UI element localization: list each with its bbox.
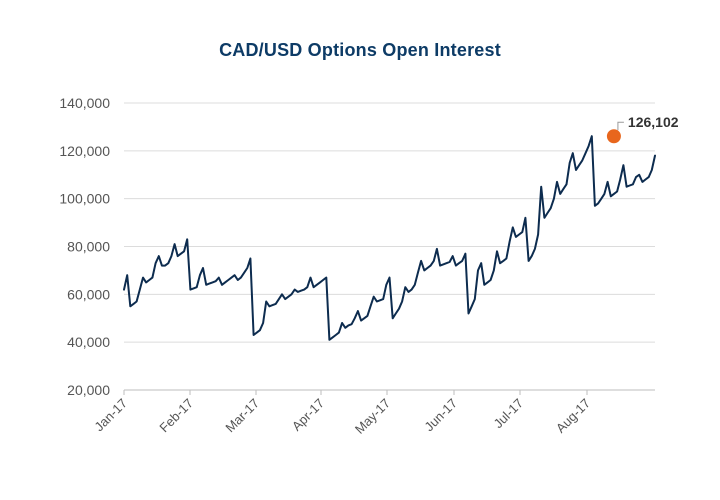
x-tick-label: Aug-17 [553,396,593,436]
y-tick-label: 100,000 [59,191,110,207]
series-line-open-interest [123,135,656,341]
y-tick-label: 60,000 [67,286,110,302]
x-tick-label: Jul-17 [490,396,526,432]
y-tick-label: 20,000 [67,382,110,398]
peak-marker [606,129,621,144]
series-layer [123,135,656,341]
y-tick-label: 80,000 [67,239,110,255]
y-tick-label: 140,000 [59,95,110,111]
x-tick-label: Feb-17 [156,396,196,436]
y-tick-label: 40,000 [67,334,110,350]
y-tick-label: 120,000 [59,143,110,159]
chart-title: CAD/USD Options Open Interest [219,40,501,60]
x-tick-label: May-17 [352,396,393,437]
x-tick-label: Apr-17 [289,396,327,434]
gridlines [124,102,655,391]
x-axis-ticks: Jan-17 Feb-17 Mar-17 Apr-17 May-17 Jun-17 Jul-… [91,390,593,437]
peak-label: 126,102 [628,114,679,130]
x-tick-label: Jun-17 [421,396,460,435]
y-axis-ticks: 20,000 40,000 60,000 80,000 100,000 120,000 14… [59,95,110,398]
x-tick-label: Jan-17 [91,396,130,435]
annotation-leader [617,121,624,131]
annotation-layer: 126,102 [606,114,679,144]
x-tick-label: Mar-17 [222,396,262,436]
